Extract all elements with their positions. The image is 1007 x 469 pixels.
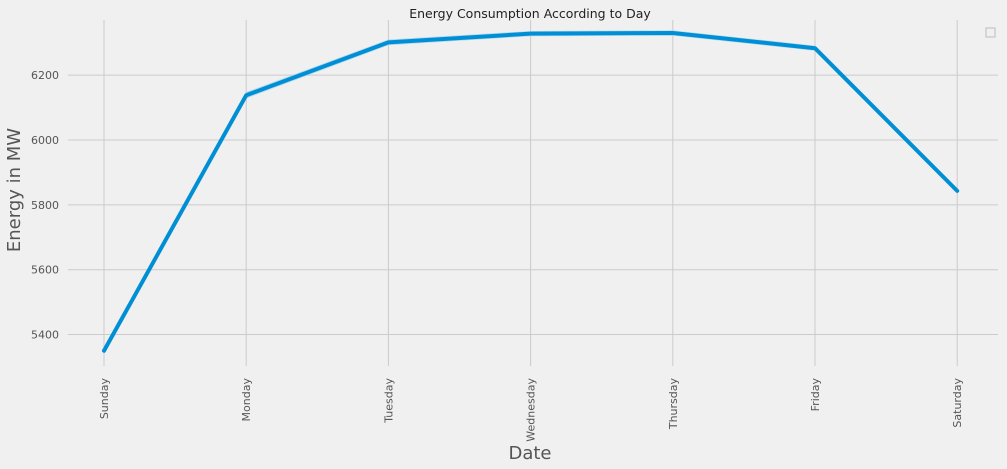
series-line xyxy=(102,30,960,353)
x-tick-label: Friday xyxy=(809,378,822,412)
x-tick-label: Wednesday xyxy=(525,378,538,442)
y-tick-label: 6200 xyxy=(31,69,59,82)
x-tick-label: Saturday xyxy=(951,378,964,428)
x-axis-title: Date xyxy=(508,443,551,464)
y-tick-label: 6000 xyxy=(31,134,59,147)
x-tick-label: Monday xyxy=(240,378,253,422)
x-tick-labels: Sunday Monday Tuesday Wednesday Thursday Frid… xyxy=(98,378,964,442)
y-tick-label: 5400 xyxy=(31,329,59,342)
y-tick-labels: 5400 5600 5800 6000 6200 xyxy=(31,69,59,341)
x-tick-label: Tuesday xyxy=(382,378,395,424)
x-tick-label: Sunday xyxy=(98,378,111,420)
chart-title: Energy Consumption According to Day xyxy=(409,6,651,21)
y-tick-label: 5600 xyxy=(31,264,59,277)
x-tick-label: Thursday xyxy=(667,378,680,431)
y-axis-title: Energy in MW xyxy=(4,128,25,252)
legend-box xyxy=(985,27,996,38)
y-tick-label: 5800 xyxy=(31,199,59,212)
